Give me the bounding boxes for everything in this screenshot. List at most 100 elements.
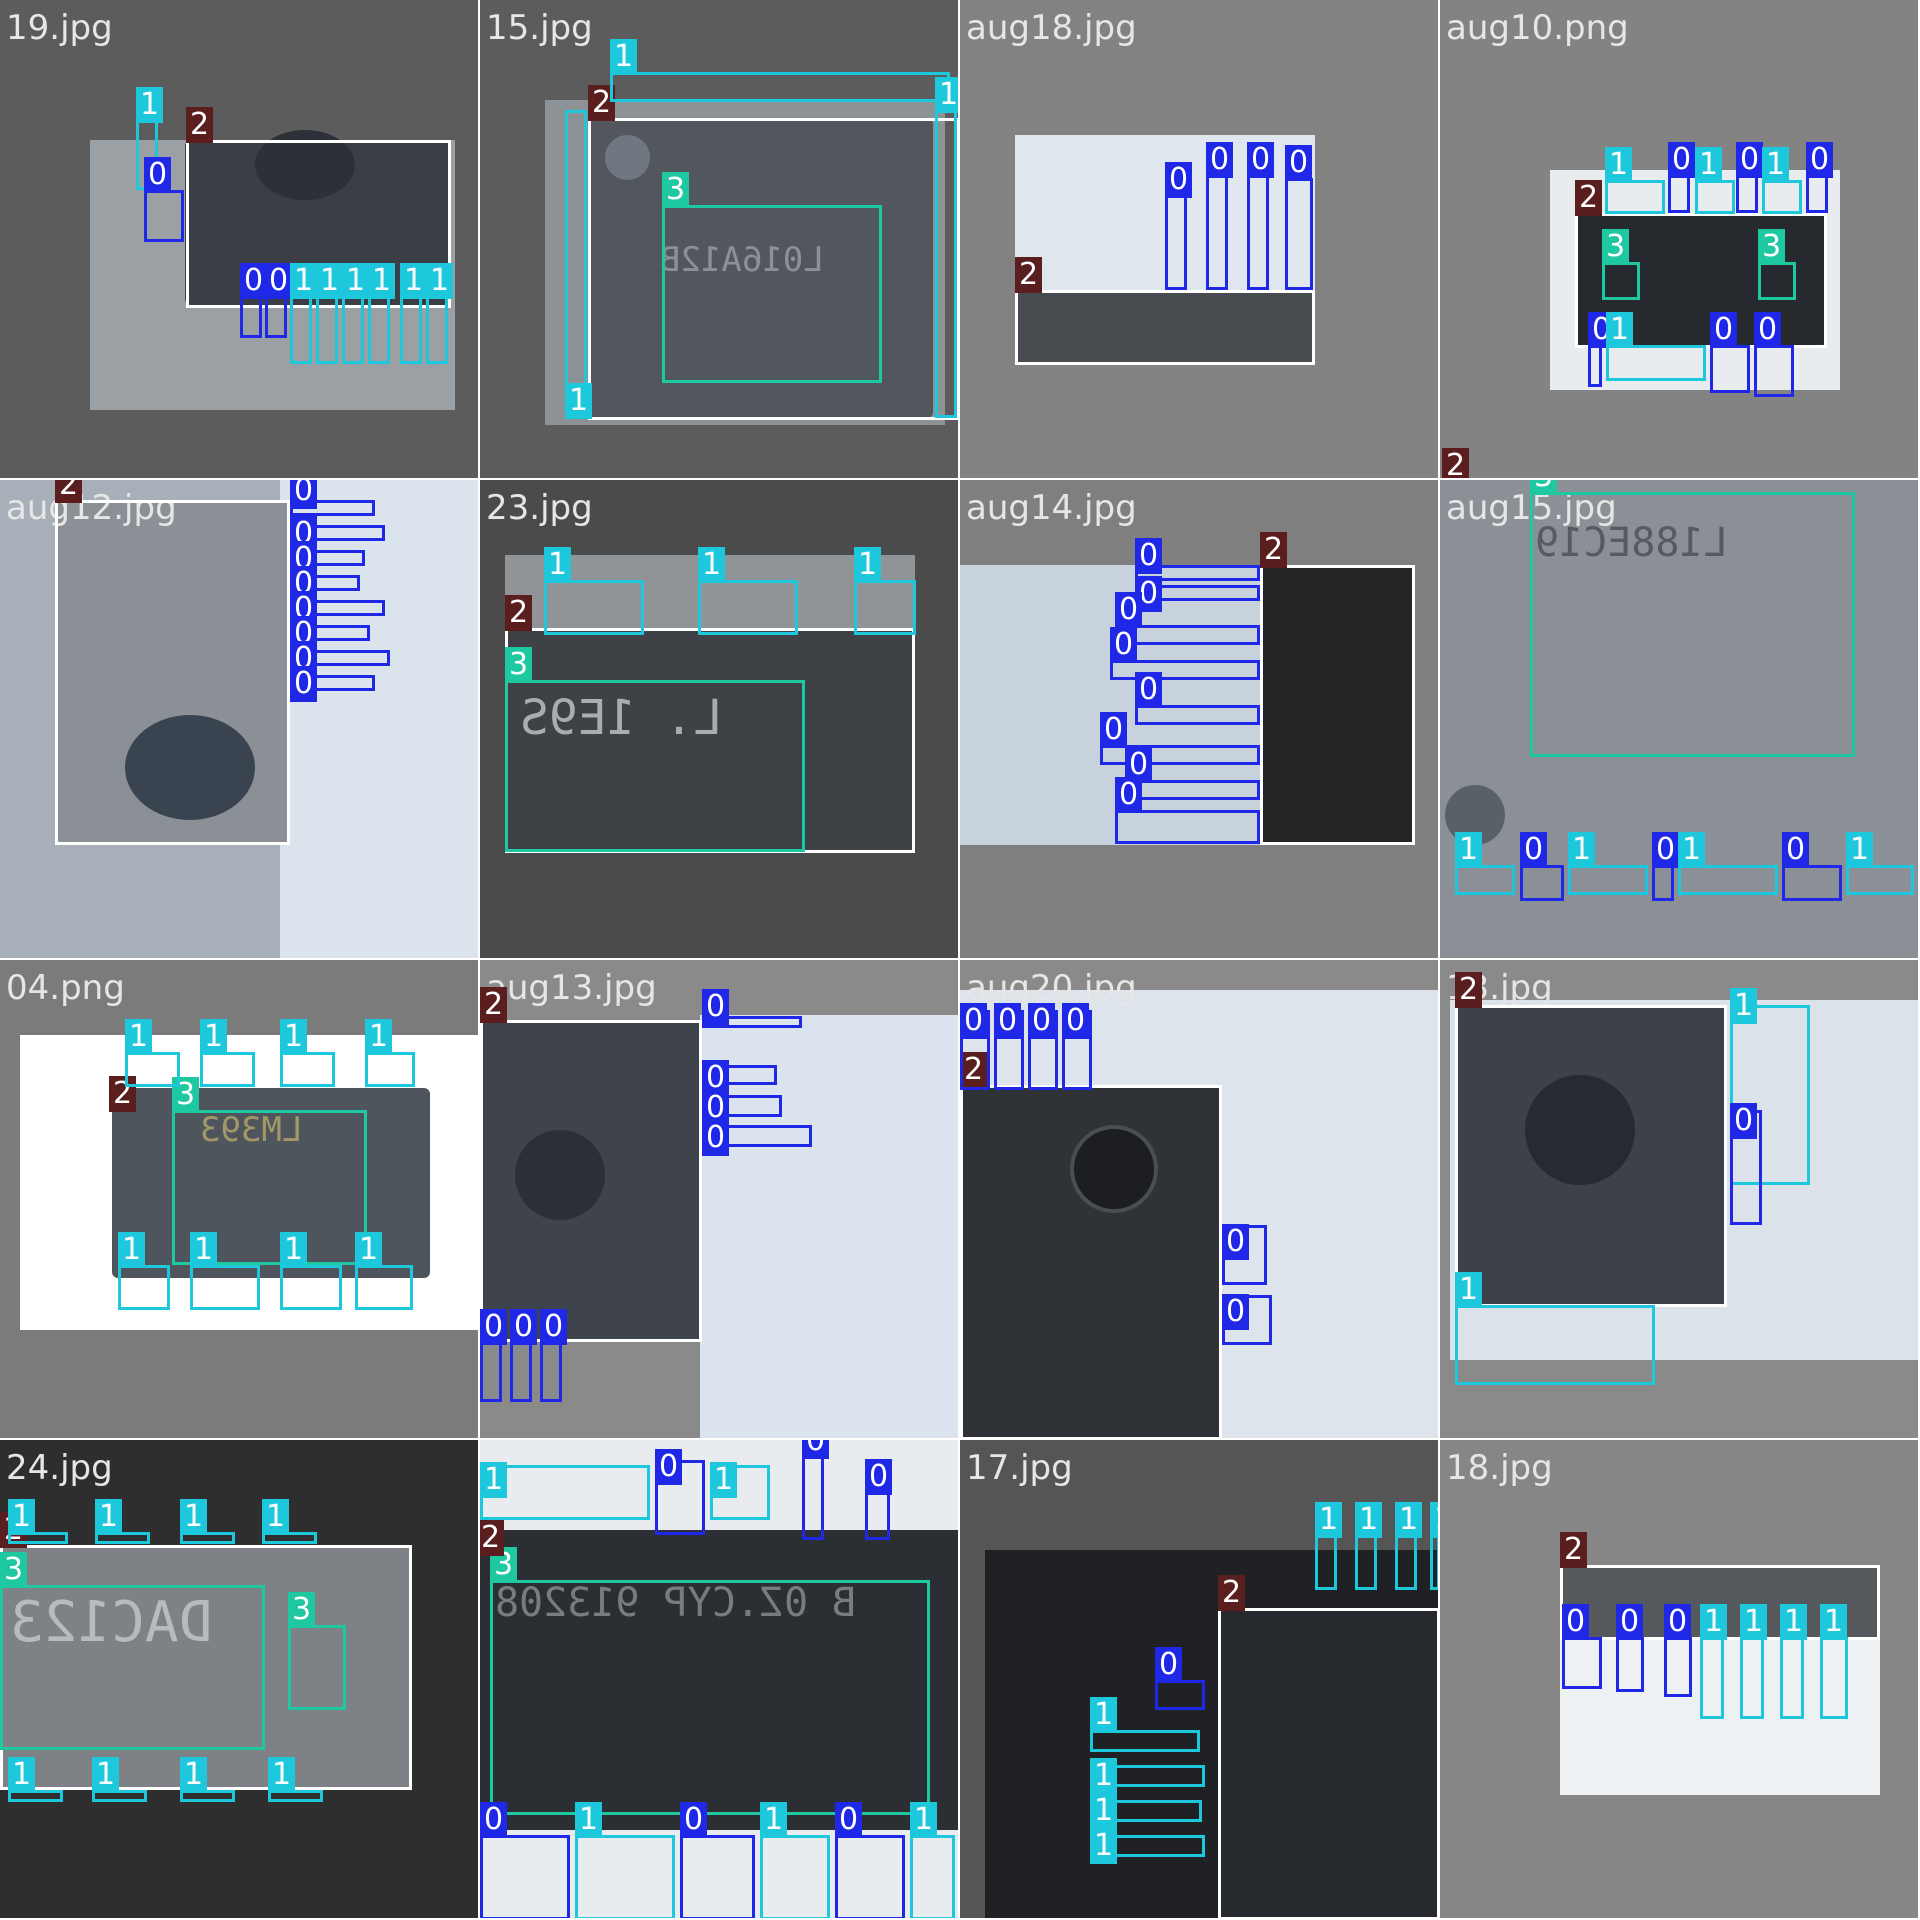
bbox-3: 3 (662, 172, 882, 383)
bbox-label: 1 (125, 1019, 153, 1055)
bbox-0: 0 (290, 666, 375, 702)
bbox-0: 0 (290, 516, 385, 552)
bbox-label: 0 (1247, 142, 1275, 178)
bbox-1: 1 (280, 1019, 335, 1087)
bbox-1: 1 (1695, 147, 1735, 214)
bbox-1: 1 (200, 1019, 255, 1087)
bbox-label: 0 (1806, 142, 1834, 178)
bbox-label: 1 (1606, 312, 1634, 348)
chip-body (1220, 1610, 1438, 1918)
bbox-0: 0 (265, 263, 293, 338)
bbox-label: 0 (1222, 1294, 1250, 1330)
bbox-label: 1 (710, 1462, 738, 1498)
tile-aug10[interactable]: aug10.png 2 3 3 1 0 1 0 1 0 0 1 0 0 2 (1440, 0, 1920, 480)
bbox-3: 3 (172, 1077, 367, 1265)
bbox-label: 0 (290, 480, 318, 509)
tile-23[interactable]: 23.jpg L. 1E9S 2 3 1 1 1 (480, 480, 960, 960)
bbox-0: 0 (1562, 1604, 1602, 1689)
bbox-0: 0 (702, 1090, 782, 1126)
bbox-1: 1 (910, 1802, 955, 1918)
tile-17[interactable]: 17.jpg 2 1 1 1 1 0 1 1 1 1 (960, 1440, 1440, 1920)
bbox-label: 1 (1846, 832, 1874, 868)
bbox-label: 1 (565, 383, 593, 419)
bbox-label: 0 (802, 1440, 830, 1459)
tile-aug14[interactable]: aug14.jpg 2 0 0 0 0 0 0 0 0 (960, 480, 1440, 960)
tile-aug12[interactable]: aug12.jpg 2 0 0 0 0 0 0 0 0 (0, 480, 480, 960)
bbox-0: 0 (1222, 1294, 1272, 1345)
bbox-1: 1 (1780, 1604, 1808, 1719)
chip-dot (605, 135, 650, 180)
tile-18[interactable]: 18.jpg 2 0 0 0 1 1 1 1 (1440, 1440, 1920, 1920)
bbox-1: 1 (400, 263, 428, 364)
bbox-label: 1 (92, 1757, 120, 1793)
tile-15[interactable]: 15.jpg L016A12B 2 3 1 1 1 (480, 0, 960, 480)
bbox-label: 1 (355, 1232, 383, 1268)
bbox-0: 0 (802, 1440, 830, 1540)
bbox-0: 0 (1782, 832, 1842, 901)
bbox-1: 1 (760, 1802, 830, 1918)
bbox-0: 0 (144, 157, 184, 242)
tile-aug15[interactable]: aug15.jpg L188EC19 3 1 0 1 0 1 0 1 (1440, 480, 1920, 960)
bbox-label: 1 (1568, 832, 1596, 868)
chip-photo (700, 1015, 958, 1438)
bbox-1: 1 (854, 547, 916, 635)
chip-dot (1525, 1075, 1635, 1185)
bbox-label: 3 (1758, 229, 1786, 265)
bbox-2: 2 (55, 480, 290, 845)
bbox-label: 1 (290, 263, 318, 299)
bbox-label: 3 (1602, 229, 1630, 265)
bbox-0: 0 (1730, 1103, 1762, 1225)
bbox-label: 0 (1110, 627, 1138, 663)
bbox-0: 0 (1806, 142, 1834, 213)
bbox-1: 1 (1455, 1272, 1655, 1385)
bbox-3: 3 (288, 1592, 346, 1710)
bbox-label: 2 (505, 595, 533, 631)
bbox-1: 1 (190, 1232, 260, 1310)
bbox-label: 1 (1605, 147, 1633, 183)
bbox-label: 3 (288, 1592, 316, 1628)
bbox-0: 0 (960, 1003, 990, 1090)
bbox-label: 2 (55, 480, 83, 503)
bbox-1: 1 (698, 547, 798, 635)
bbox-label: 1 (268, 1757, 296, 1793)
tile-aug13[interactable]: aug13.jpg 2 0 0 0 0 0 0 0 (480, 960, 960, 1440)
bbox-label: 2 (1560, 1532, 1588, 1568)
bbox-label: 1 (854, 547, 882, 583)
bbox-0: 0 (1028, 1003, 1058, 1090)
bbox-0: 0 (994, 1003, 1024, 1090)
bbox-label: 0 (1730, 1103, 1758, 1139)
tile-04[interactable]: 04.png LM393 2 3 1 1 1 1 1 1 1 1 (0, 960, 480, 1440)
bbox-label: 1 (1740, 1604, 1768, 1640)
bbox-1: 1 (480, 1462, 650, 1520)
bbox-label: 1 (1090, 1758, 1118, 1794)
bbox-0: 0 (1736, 142, 1764, 213)
bbox-1: 1 (610, 39, 950, 102)
bbox-label: 0 (702, 989, 730, 1025)
bbox-label: 1 (8, 1757, 36, 1793)
bbox-3: 3 (1530, 480, 1855, 757)
tile-19[interactable]: 19.jpg 2 1 0 0 0 1 1 1 1 1 1 (0, 0, 480, 480)
chip-body (1260, 565, 1415, 845)
tile-24[interactable]: 24.jpg DAC123 2 3 3 1 1 1 1 1 1 1 1 (0, 1440, 480, 1920)
tile-13[interactable]: 13.jpg 2 1 0 1 (1440, 960, 1920, 1440)
bbox-label: 2 (1260, 532, 1288, 568)
bbox-3: 3 (1758, 229, 1796, 300)
bbox-1: 1 (1315, 1502, 1343, 1590)
bbox-label: 0 (680, 1802, 708, 1838)
bbox-label: 0 (540, 1309, 568, 1345)
bbox-label: 1 (1355, 1502, 1383, 1538)
bbox-label: 0 (1028, 1003, 1056, 1039)
bbox-label: 3 (662, 172, 690, 208)
tile-aug20[interactable]: aug20.jpg 2 0 0 0 0 0 0 (960, 960, 1440, 1440)
bbox-label: 0 (480, 1309, 508, 1345)
bbox-1: 1 (365, 1019, 415, 1087)
tile-aug08[interactable]: B 0Z.CYP 913208 3 2 1 0 1 0 0 0 1 0 1 0 … (480, 1440, 960, 1920)
bbox-0: 0 (1588, 312, 1616, 387)
tile-aug18[interactable]: aug18.jpg 2 0 0 0 0 (960, 0, 1440, 480)
tile-filename: 04.png (6, 968, 125, 1008)
bbox-1: 1 (1605, 147, 1665, 214)
bbox-label: 1 (610, 39, 638, 75)
chip-body (1015, 290, 1315, 365)
bbox-label: 2 (480, 987, 508, 1023)
bbox-label: 0 (835, 1802, 863, 1838)
